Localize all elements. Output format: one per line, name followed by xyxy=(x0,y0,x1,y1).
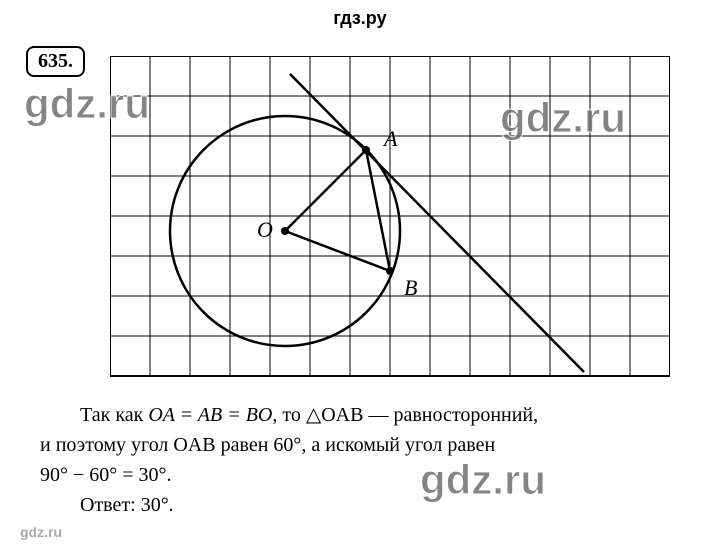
diagram-svg: O A B xyxy=(110,56,670,386)
svg-text:O: O xyxy=(257,217,273,242)
solution-line-3: 90° − 60° = 30°. xyxy=(40,460,680,490)
solution-text-block: Так как OA = AB = BO, то △OAB — равносто… xyxy=(40,400,680,520)
geometry-diagram: O A B xyxy=(110,56,670,386)
svg-text:B: B xyxy=(404,275,417,300)
solution-answer: Ответ: 30°. xyxy=(40,490,680,520)
solution-line1-math: OA = AB = BO xyxy=(148,404,272,426)
answer-value: 30°. xyxy=(141,494,174,516)
watermark-small-1: gdz.ru xyxy=(20,524,62,540)
site-header: гдз.ру xyxy=(0,0,720,29)
svg-text:A: A xyxy=(382,126,398,151)
solution-line-1: Так как OA = AB = BO, то △OAB — равносто… xyxy=(40,400,680,430)
solution-line1-mid: , то △OAB — равносторонний, xyxy=(272,404,538,426)
solution-line1-prefix: Так как xyxy=(80,404,148,426)
solution-line-2: и поэтому угол OAB равен 60°, а искомый … xyxy=(40,430,680,460)
answer-label: Ответ: xyxy=(80,494,141,516)
problem-number-badge: 635. xyxy=(26,46,85,77)
